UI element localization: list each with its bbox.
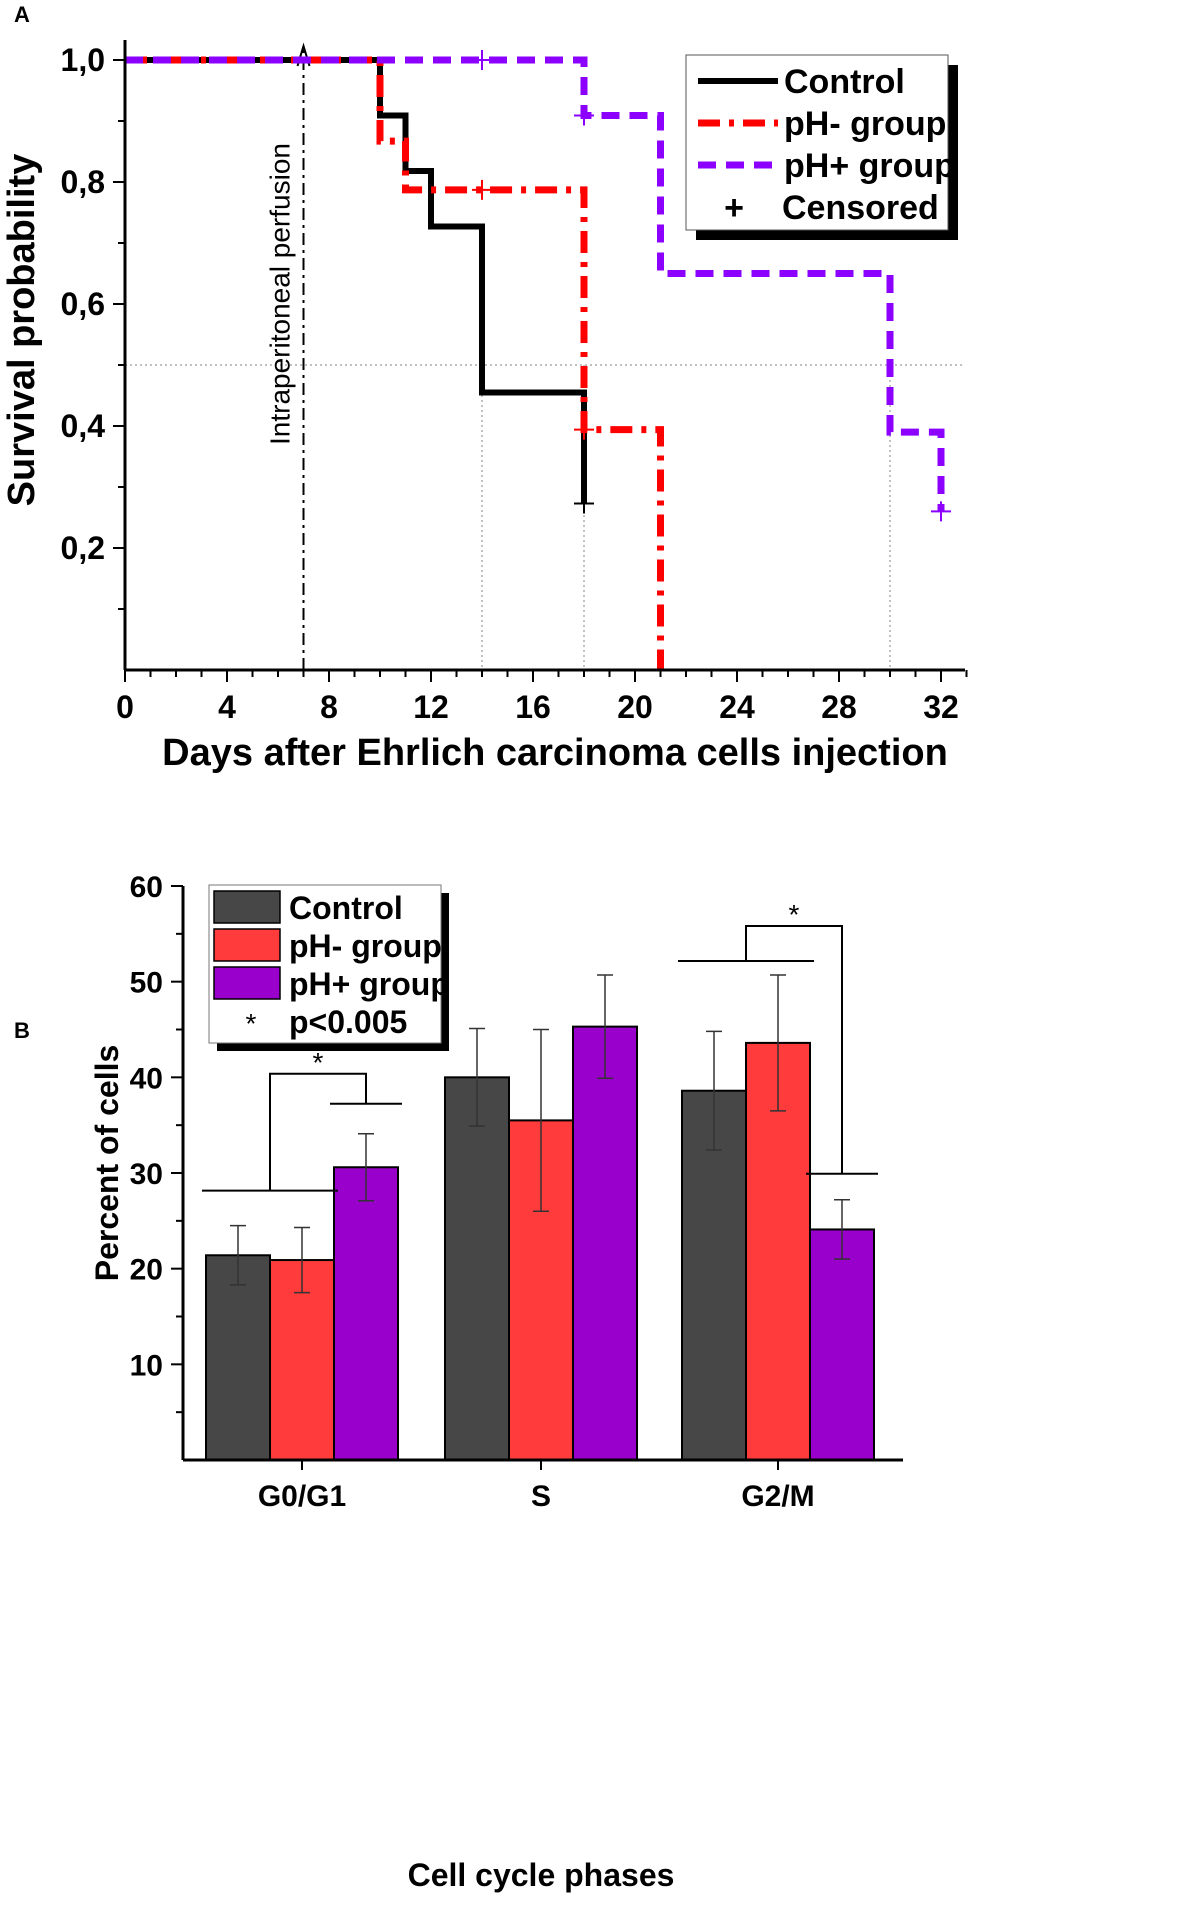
panel-a-series bbox=[125, 50, 951, 670]
y-tick-label: 1,0 bbox=[61, 42, 105, 78]
y-tick-label: 0,6 bbox=[61, 286, 105, 322]
bar-2-2 bbox=[809, 1228, 875, 1462]
sig-star-g2m: * bbox=[789, 899, 800, 930]
b-legend-swatch-2 bbox=[213, 966, 281, 1000]
legend-label-3: Censored bbox=[782, 189, 939, 227]
panel-a-x-axis-title: Days after Ehrlich carcinoma cells injec… bbox=[162, 732, 948, 774]
y-tick-label: 0,8 bbox=[61, 164, 105, 200]
error-bar-1-2 bbox=[597, 974, 613, 1080]
sig-bracket-g0g1 bbox=[269, 1072, 367, 1191]
perfusion-annotation-text: Intraperitoneal perfusion bbox=[265, 143, 296, 445]
legend-box bbox=[685, 54, 949, 231]
panel-b-label: B bbox=[14, 1018, 30, 1043]
series-line-1 bbox=[125, 56, 664, 670]
censored-marker-2-1 bbox=[574, 105, 594, 126]
x-tick-label: 24 bbox=[719, 689, 755, 725]
b-x-tick-label: G0/G1 bbox=[258, 1480, 346, 1513]
bar-0-2 bbox=[333, 1166, 399, 1461]
b-legend-swatch-1 bbox=[213, 928, 281, 962]
b-y-tick-label: 30 bbox=[130, 1158, 163, 1191]
error-bar-2-0 bbox=[706, 1030, 722, 1151]
sig-bracket-g2m bbox=[745, 924, 843, 1174]
censored-marker-0-0 bbox=[574, 493, 594, 514]
panel-a: A Intraperitoneal perfusion 0 4 8 12 16 20 24 2… bbox=[1, 2, 968, 774]
b-y-tick-label: 40 bbox=[130, 1062, 163, 1095]
x-tick-label: 32 bbox=[923, 689, 959, 725]
legend-label-0: Control bbox=[784, 63, 905, 101]
bar-1-2 bbox=[572, 1025, 638, 1461]
x-tick-label: 16 bbox=[515, 689, 551, 725]
panel-a-label: A bbox=[14, 2, 30, 27]
b-y-tick-label: 50 bbox=[130, 967, 163, 1000]
x-tick-label: 28 bbox=[821, 689, 857, 725]
b-x-tick-label: S bbox=[531, 1480, 551, 1513]
error-bar-2-1 bbox=[770, 974, 786, 1112]
legend-label-2: pH+ group bbox=[784, 147, 955, 185]
panel-a-y-axis-title: Survival probability bbox=[1, 154, 43, 507]
error-bar-1-0 bbox=[469, 1027, 485, 1127]
censored-marker-2-2 bbox=[931, 501, 951, 522]
x-tick-label: 12 bbox=[413, 689, 449, 725]
perfusion-annotation: Intraperitoneal perfusion bbox=[265, 42, 311, 670]
panel-b-axes: 10 20 30 40 50 60 G0/G1 S G2/M bbox=[130, 871, 903, 1513]
error-bar-0-1 bbox=[294, 1226, 310, 1294]
x-tick-label: 20 bbox=[617, 689, 653, 725]
sig-star-g0g1: * bbox=[313, 1047, 324, 1078]
panel-b-x-axis-title: Cell cycle phases bbox=[408, 1857, 675, 1893]
x-tick-label: 4 bbox=[218, 689, 236, 725]
b-legend-note-label: p<0.005 bbox=[289, 1004, 407, 1040]
error-bar-1-1 bbox=[533, 1028, 549, 1213]
b-legend-label-0: Control bbox=[289, 890, 403, 926]
panel-a-guides bbox=[125, 364, 965, 670]
b-y-tick-label: 20 bbox=[130, 1254, 163, 1287]
panel-a-legend: Control pH- group pH+ group + Censored bbox=[685, 54, 958, 240]
x-tick-label: 8 bbox=[320, 689, 338, 725]
y-tick-label: 0,4 bbox=[61, 408, 106, 444]
b-legend-label-2: pH+ group bbox=[289, 966, 450, 1002]
b-legend-note-symbol: * bbox=[246, 1008, 257, 1039]
legend-label-1: pH- group bbox=[784, 105, 946, 143]
b-legend-swatch-0 bbox=[213, 890, 281, 924]
series-line-2 bbox=[125, 56, 945, 512]
bar-0-0 bbox=[205, 1254, 271, 1461]
censored-marker-1-1 bbox=[574, 419, 594, 440]
error-bar-0-2 bbox=[358, 1133, 374, 1202]
bar-2-1 bbox=[745, 1041, 811, 1461]
censored-marker-2-0 bbox=[472, 50, 492, 70]
b-y-tick-label: 10 bbox=[130, 1349, 163, 1382]
y-tick-label: 0,2 bbox=[61, 530, 105, 566]
bar-1-0 bbox=[444, 1076, 510, 1462]
b-x-tick-label: G2/M bbox=[741, 1480, 814, 1513]
panel-b-y-axis-title: Percent of cells bbox=[89, 1045, 125, 1282]
series-line-0 bbox=[125, 57, 587, 504]
error-bar-0-0 bbox=[230, 1224, 246, 1286]
panel-a-axes: 0 4 8 12 16 20 24 28 32 0,2 0,4 0,6 0,8 1,0 bbox=[61, 40, 968, 725]
error-bar-2-2 bbox=[834, 1199, 850, 1260]
x-tick-label: 0 bbox=[116, 689, 134, 725]
censored-marker-1-0 bbox=[472, 179, 492, 200]
legend-censored-marker: + bbox=[724, 189, 744, 227]
b-legend-label-1: pH- group bbox=[289, 928, 442, 964]
b-y-tick-label: 60 bbox=[130, 871, 163, 904]
panel-b-significance: ** bbox=[202, 899, 878, 1192]
